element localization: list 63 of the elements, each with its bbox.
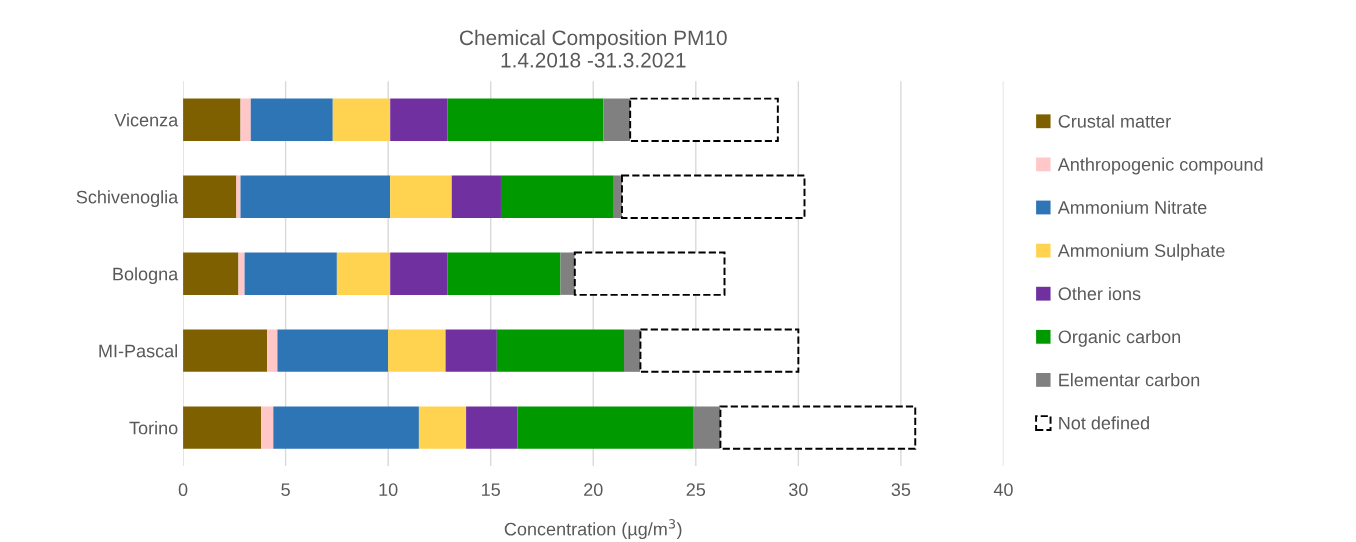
bar (639, 328, 800, 373)
bar (390, 252, 448, 295)
bar (603, 98, 631, 141)
bar (390, 175, 452, 218)
x-tick-label: 25 (686, 483, 706, 497)
legend-label: Anthropogenic compound (1057, 157, 1263, 175)
bar (447, 252, 561, 295)
bar (451, 175, 501, 218)
legend-label: Ammonium Sulphate (1057, 243, 1225, 261)
bar (250, 98, 333, 141)
bar (267, 329, 278, 372)
bar (183, 406, 261, 449)
x-tick-label: 20 (584, 483, 603, 497)
bar (466, 406, 518, 449)
bar (629, 97, 779, 142)
bar (261, 406, 274, 449)
bar (238, 252, 245, 295)
x-tick-label: 10 (379, 483, 398, 497)
x-axis-title: Concentration (µg/m$^{3}$) (504, 519, 682, 540)
y-tick-label: MI-Pascal (99, 344, 177, 358)
bar (573, 251, 726, 296)
x-tick-label: 30 (788, 483, 808, 497)
bar (332, 98, 391, 141)
bar (240, 175, 391, 218)
y-tick-label: Vicenza (114, 113, 179, 127)
x-tick-label: 35 (891, 483, 911, 497)
bar (244, 252, 337, 295)
legend-label: Crustal matter (1058, 114, 1171, 128)
y-tick-label: Torino (129, 421, 178, 435)
y-tick-label: Bologna (113, 267, 179, 284)
y-tick-label: Schivenoglia (76, 190, 179, 208)
bar (560, 252, 575, 295)
bar (273, 406, 419, 449)
bar (693, 406, 721, 449)
bar (620, 174, 806, 219)
bar (183, 98, 241, 141)
bar (390, 98, 448, 141)
x-tick-label: 40 (993, 483, 1013, 497)
bar (183, 329, 268, 372)
bar (418, 406, 467, 449)
bar (183, 175, 237, 218)
legend-label: Not defined (1059, 416, 1149, 430)
bar (445, 329, 497, 372)
x-tick-label: 15 (482, 483, 500, 497)
bar (240, 98, 251, 141)
bar (719, 405, 917, 450)
bar (336, 252, 391, 295)
chart-title: Chemical Composition PM10 1.4.2018 -31.3.2021 (460, 29, 727, 68)
x-tick-label: 0 (178, 483, 188, 497)
bar (388, 329, 446, 372)
bar (277, 329, 389, 372)
legend-label: Other ions (1058, 286, 1141, 301)
bar (496, 329, 625, 372)
legend-label: Organic carbon (1058, 330, 1181, 347)
bar (447, 98, 604, 141)
legend-label: Ammonium Nitrate (1057, 200, 1207, 214)
bar (624, 329, 641, 372)
bar (500, 175, 614, 218)
bar (236, 175, 241, 218)
bar (183, 252, 239, 295)
bar (517, 406, 694, 449)
x-tick-label: 5 (281, 483, 290, 497)
legend-label: Elementar carbon (1059, 373, 1200, 387)
